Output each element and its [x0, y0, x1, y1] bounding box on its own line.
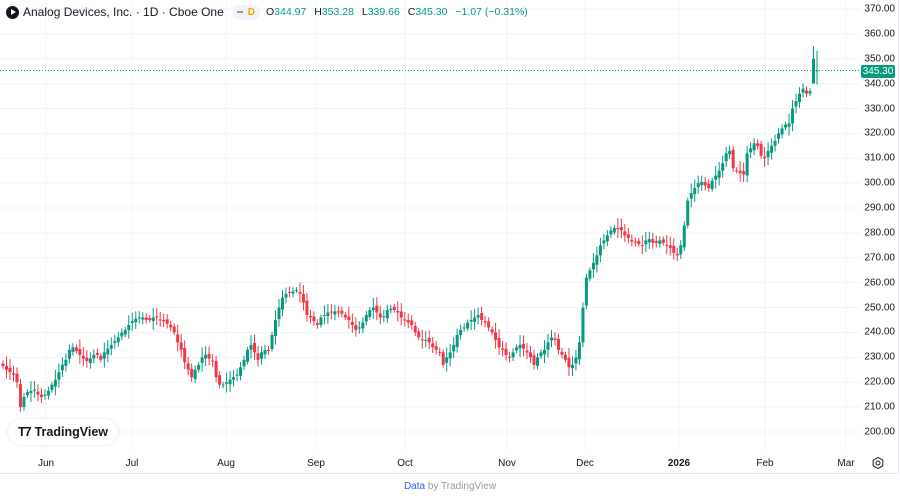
interval-badge[interactable]: D: [231, 4, 260, 20]
time-tick-label: Nov: [498, 458, 516, 469]
logo-text: TradingView: [34, 425, 108, 439]
price-tick-label: 340.00: [864, 78, 895, 90]
price-tick-label: 300.00: [864, 177, 895, 189]
price-tick-label: 310.00: [864, 152, 895, 164]
time-tick-label: Aug: [217, 458, 235, 469]
time-tick-label: Oct: [397, 458, 413, 469]
open-value: 344.97: [274, 6, 307, 18]
ohlc-values: O344.97 H353.28 L339.66 C345.30 −1.07 (−…: [266, 6, 528, 18]
last-price-tag: 345.30: [861, 65, 895, 78]
time-tick-label: Dec: [576, 458, 594, 469]
price-tick-label: 250.00: [864, 302, 895, 314]
time-axis[interactable]: Jun Jul Aug Sep Oct Nov Dec 2026 Feb Mar: [0, 450, 860, 474]
chart-frame: 200.00 210.00 220.00 230.00 240.00 250.00 260.…: [0, 0, 899, 474]
time-tick-label: 2026: [667, 458, 691, 469]
price-tick-label: 200.00: [864, 426, 895, 438]
data-credit: Data by TradingView: [403, 481, 497, 492]
high-value: 353.28: [321, 6, 354, 18]
play-icon[interactable]: [6, 5, 19, 19]
price-tick-label: 270.00: [864, 252, 895, 264]
settings-gear-icon[interactable]: [872, 457, 884, 469]
price-axis[interactable]: 200.00 210.00 220.00 230.00 240.00 250.00 260.…: [860, 0, 899, 450]
price-tick-label: 230.00: [864, 351, 895, 363]
time-tick-label: Sep: [307, 458, 325, 469]
time-tick-label: Jul: [125, 458, 139, 469]
price-tick-label: 220.00: [864, 376, 895, 388]
symbol-legend: Analog Devices, Inc. · 1D · Cboe One D O…: [6, 4, 533, 20]
price-chart-plot[interactable]: [0, 0, 860, 450]
price-tick-label: 290.00: [864, 202, 895, 214]
tradingview-mark-icon: T7: [18, 425, 32, 439]
time-tick-label: Mar: [837, 458, 855, 469]
price-tick-label: 210.00: [864, 401, 895, 413]
price-tick-label: 350.00: [864, 53, 895, 65]
low-value: 339.66: [367, 6, 400, 18]
price-tick-label: 280.00: [864, 227, 895, 239]
time-tick-label: Feb: [756, 458, 774, 469]
close-value: 345.30: [415, 6, 448, 18]
data-link[interactable]: Data: [403, 481, 426, 492]
tradingview-logo[interactable]: T7 TradingView: [8, 419, 118, 445]
minus-icon: [236, 11, 243, 13]
price-tick-label: 360.00: [864, 28, 895, 40]
symbol-title[interactable]: Analog Devices, Inc. · 1D · Cboe One: [23, 5, 224, 19]
price-tick-label: 320.00: [864, 127, 895, 139]
price-tick-label: 330.00: [864, 103, 895, 115]
price-tick-label: 240.00: [864, 326, 895, 338]
price-tick-label: 370.00: [864, 3, 895, 15]
change-value: −1.07 (−0.31%): [455, 6, 528, 18]
interval-label: D: [247, 6, 255, 18]
time-tick-label: Jun: [37, 458, 55, 469]
price-tick-label: 260.00: [864, 277, 895, 289]
